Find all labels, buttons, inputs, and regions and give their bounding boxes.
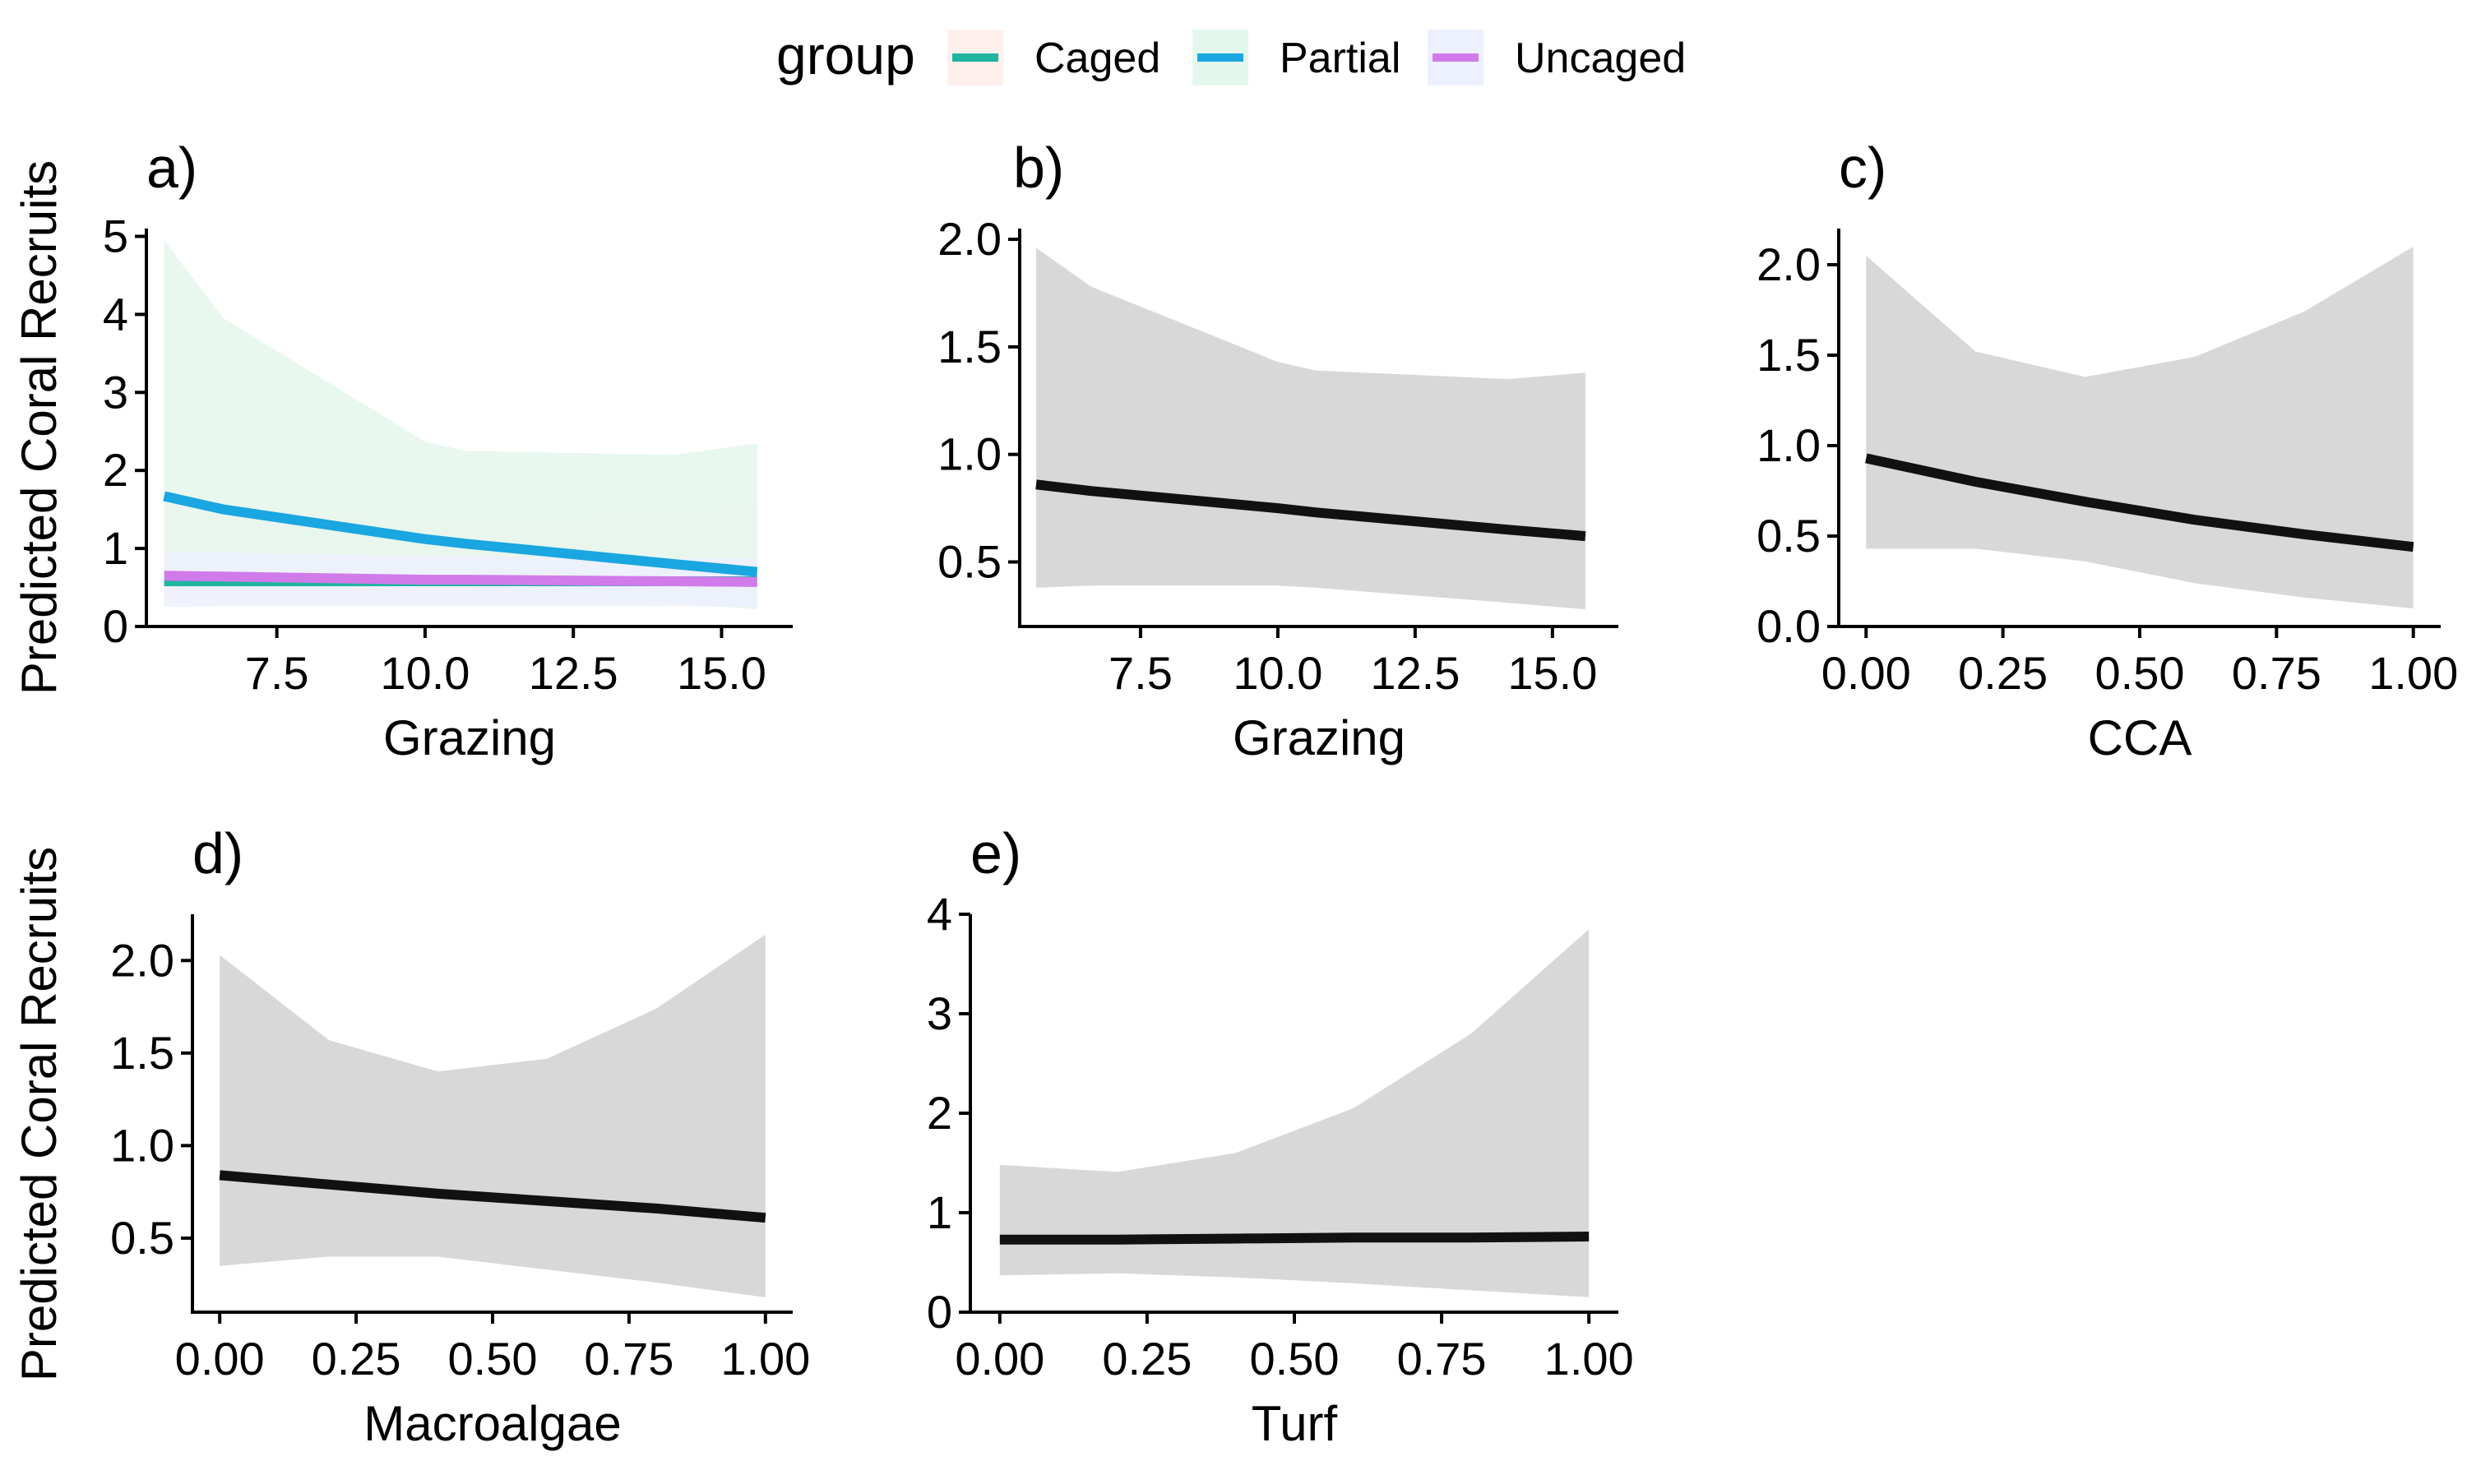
y-tick-label: 5 — [103, 210, 128, 261]
legend-label: Partial — [1280, 35, 1400, 82]
x-tick-label: 0.50 — [1250, 1333, 1340, 1385]
ci-band — [220, 934, 766, 1297]
y-tick-label: 3 — [103, 366, 128, 418]
x-tick-label: 0.50 — [2095, 647, 2185, 699]
x-tick-label: 0.25 — [1958, 647, 2048, 699]
panel-label: a) — [146, 136, 197, 200]
x-tick-label: 0.75 — [1397, 1333, 1487, 1385]
ci-band — [1036, 247, 1585, 610]
y-tick-label: 0.5 — [110, 1212, 174, 1264]
legend-label: Uncaged — [1515, 35, 1686, 82]
x-axis-label: Grazing — [383, 710, 556, 765]
x-tick-label: 0.00 — [955, 1333, 1044, 1385]
x-tick-label: 12.5 — [529, 647, 618, 699]
y-tick-label: 1.5 — [110, 1027, 174, 1079]
y-tick-label: 4 — [927, 888, 952, 940]
y-tick-label: 2.0 — [110, 934, 174, 986]
y-tick-label: 1.0 — [937, 428, 1002, 480]
y-tick-label: 4 — [103, 288, 128, 340]
series-line-uncaged — [164, 571, 757, 587]
panel-label: e) — [970, 821, 1021, 885]
y-axis-label: Predicted Coral Recruits — [12, 847, 67, 1381]
x-axis-label: Turf — [1252, 1396, 1338, 1451]
x-tick-label: 0.00 — [175, 1333, 265, 1385]
y-tick-label: 2.0 — [1757, 238, 1821, 290]
x-tick-label: 15.0 — [677, 647, 766, 699]
ci-band — [1866, 247, 2414, 608]
x-tick-label: 10.0 — [1233, 647, 1322, 699]
y-tick-label: 0.5 — [1757, 510, 1821, 562]
panel-label: d) — [192, 821, 243, 885]
panel-label: b) — [1013, 136, 1064, 200]
x-tick-label: 0.50 — [448, 1333, 538, 1385]
y-tick-label: 0 — [103, 600, 128, 652]
panel-d: 0.5 1.0 1.5 2.0 0.00 0.25 0.50 0.75 1.00 Macroalg… — [12, 821, 810, 1451]
x-tick-label: 0.25 — [1102, 1333, 1192, 1385]
x-axis-label: Macroalgae — [363, 1396, 622, 1451]
x-tick-label: 0.75 — [584, 1333, 673, 1385]
series-line — [999, 1232, 1590, 1245]
y-tick-label: 0.5 — [937, 536, 1002, 588]
x-tick-label: 0.00 — [1821, 647, 1911, 699]
legend-title: group — [776, 25, 915, 86]
y-axis-label: Predicted Coral Recruits — [12, 160, 67, 695]
legend-label: Caged — [1034, 35, 1160, 82]
panel-e: 0 1 2 3 4 0.00 0.25 0.50 0.75 1.00 Turf e) — [927, 821, 1634, 1451]
series-line — [219, 1170, 766, 1223]
x-tick-label: 7.5 — [245, 647, 309, 699]
ci-band — [999, 929, 1590, 1297]
y-tick-label: 1.0 — [110, 1119, 174, 1171]
legend-item-caged: Caged — [947, 30, 1160, 86]
x-tick-label: 0.25 — [312, 1333, 401, 1385]
y-tick-label: 1.5 — [1757, 329, 1821, 381]
x-axis-label: Grazing — [1233, 710, 1405, 765]
y-tick-label: 1.5 — [937, 321, 1002, 372]
x-tick-label: 15.0 — [1507, 647, 1597, 699]
panel-b: 0.5 1.0 1.5 2.0 7.5 10.0 12.5 15.0 Grazing b) — [937, 136, 1618, 765]
panel-label: c) — [1839, 136, 1886, 200]
panel-c: 0.0 0.5 1.0 1.5 2.0 0.00 0.25 0.50 0.75 1.00 CCA c) — [1757, 136, 2458, 765]
ci-band-partial — [164, 240, 757, 610]
x-tick-label: 10.0 — [380, 647, 470, 699]
series-line-partial — [163, 491, 758, 577]
x-tick-label: 1.00 — [1544, 1333, 1634, 1385]
y-tick-label: 1 — [103, 522, 128, 574]
x-tick-label: 0.75 — [2232, 647, 2321, 699]
panel-a: 0 1 2 3 4 5 7.5 10.0 12.5 15.0 Grazing Predicted Co… — [12, 136, 793, 765]
y-tick-label: 1.0 — [1757, 419, 1821, 471]
y-tick-label: 1 — [927, 1186, 952, 1238]
x-tick-label: 7.5 — [1109, 647, 1173, 699]
x-tick-label: 1.00 — [2368, 647, 2458, 699]
series-line — [1035, 479, 1586, 542]
x-axis-label: CCA — [2088, 710, 2192, 765]
series-line — [1865, 453, 2414, 552]
legend-item-partial: Partial — [1192, 30, 1400, 86]
y-tick-label: 2.0 — [937, 213, 1002, 265]
y-tick-label: 0 — [927, 1286, 952, 1338]
legend-item-uncaged: Uncaged — [1428, 30, 1686, 86]
y-tick-label: 0.0 — [1757, 600, 1821, 652]
legend: group Caged Partial Uncaged — [776, 25, 1686, 86]
x-tick-label: 1.00 — [720, 1333, 810, 1385]
x-tick-label: 12.5 — [1370, 647, 1460, 699]
y-tick-label: 2 — [103, 444, 128, 496]
y-tick-label: 3 — [927, 987, 952, 1039]
y-tick-label: 2 — [927, 1087, 952, 1139]
